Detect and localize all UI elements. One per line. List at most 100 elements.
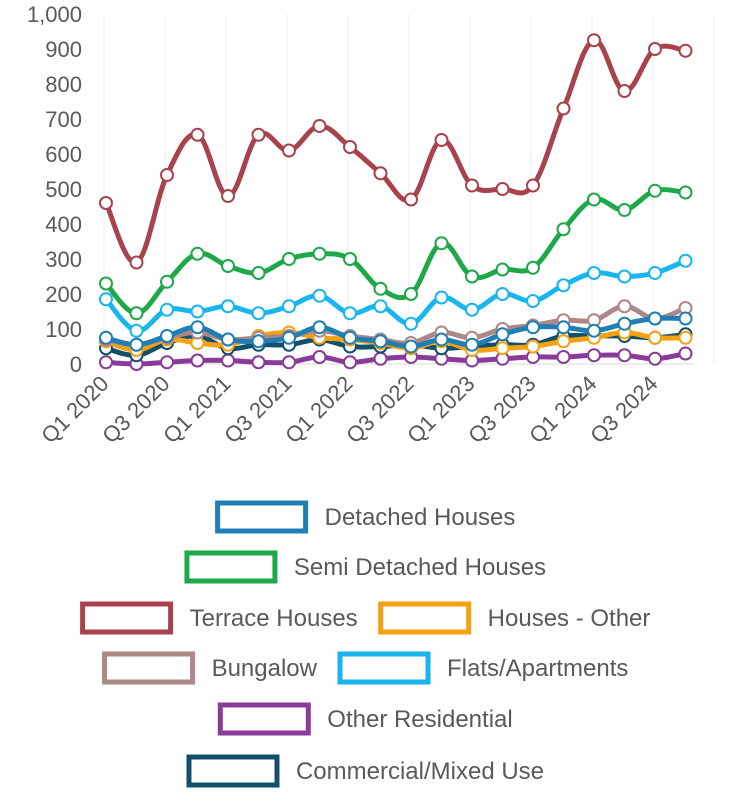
data-point [282,143,296,158]
data-point [129,323,144,338]
data-point [556,350,571,364]
data-point [526,178,540,193]
data-point [282,299,296,314]
data-point [434,290,449,305]
data-point [617,348,632,363]
legend-swatch [80,601,174,635]
y-tick-label: 400 [45,212,82,237]
data-point [129,255,144,270]
data-point [160,329,174,343]
data-point [678,43,693,58]
legend-item: Houses - Other [378,601,651,635]
y-tick-label: 100 [45,317,82,342]
y-tick-label: 700 [45,107,82,132]
data-point [556,222,571,237]
data-point [160,302,174,317]
data-point [190,353,205,368]
data-point [312,350,327,364]
data-point [373,281,388,296]
data-point [617,269,632,284]
data-point [556,334,571,349]
data-point [404,316,418,331]
series-flats-apartments [99,253,693,338]
data-point [526,294,540,308]
data-point [221,353,235,368]
data-point [465,269,479,284]
data-point [373,299,388,314]
data-point [617,203,632,217]
data-point [648,311,662,326]
legend-label: Semi Detached Houses [294,554,546,581]
legend-swatch [102,651,196,685]
series-semi-detached-houses [99,183,693,321]
y-tick-label: 300 [45,247,82,272]
plot-area [99,33,693,371]
data-point [99,355,113,370]
series-line [103,37,688,266]
data-point [678,311,693,326]
data-point [648,351,662,366]
y-tick-label: 800 [45,72,82,97]
data-point [465,178,479,193]
data-point [556,278,571,293]
data-point [312,320,327,335]
data-point [343,252,357,266]
data-point [190,304,205,319]
legend-item: Terrace Houses [80,601,358,635]
data-point [343,140,357,154]
legend-label: Terrace Houses [190,605,358,632]
data-point [160,355,174,370]
y-tick-label: 600 [45,142,82,167]
series-other-residential [99,346,693,371]
data-point [251,127,266,142]
legend-label: Bungalow [212,655,318,682]
data-point [221,189,235,203]
data-point [678,346,693,361]
data-point [343,306,357,321]
data-point [404,287,418,301]
data-point [648,330,662,345]
data-point [617,316,632,331]
data-point [465,337,479,352]
data-point [526,260,540,275]
data-point [465,302,479,317]
series-terrace-houses [99,33,693,270]
data-point [495,262,510,277]
data-point [221,332,235,347]
data-point [678,330,693,345]
data-point [99,330,113,345]
legend-label: Detached Houses [325,504,516,531]
data-point [251,266,266,280]
data-point [343,355,357,370]
data-point [190,127,205,142]
legend-swatch [184,550,278,584]
data-point [587,33,601,48]
y-axis: 0 100 200 300 400 500 600 700 800 900 1,000 [27,2,694,377]
legend-item: Semi Detached Houses [184,550,546,584]
legend-swatch [337,651,431,685]
legend-swatch [378,601,472,635]
data-point [190,320,205,335]
data-point [129,306,144,321]
data-point [343,330,357,345]
data-point [617,299,632,314]
legend-item: Bungalow [102,651,318,685]
data-point [221,259,235,273]
data-point [587,348,601,363]
legend-item: Commercial/Mixed Use [186,754,544,788]
data-point [648,266,662,280]
legend-swatch [215,500,309,534]
data-point [282,252,296,266]
data-point [495,182,510,196]
data-point [251,355,266,370]
data-point [556,320,571,335]
series-detached-houses [99,311,693,354]
data-point [617,84,632,98]
legend: Detached Houses Semi Detached Houses Terra… [80,500,651,788]
legend-label: Houses - Other [488,605,651,632]
data-point [404,339,418,354]
legend-label: Commercial/Mixed Use [296,758,544,785]
data-point [99,292,113,307]
